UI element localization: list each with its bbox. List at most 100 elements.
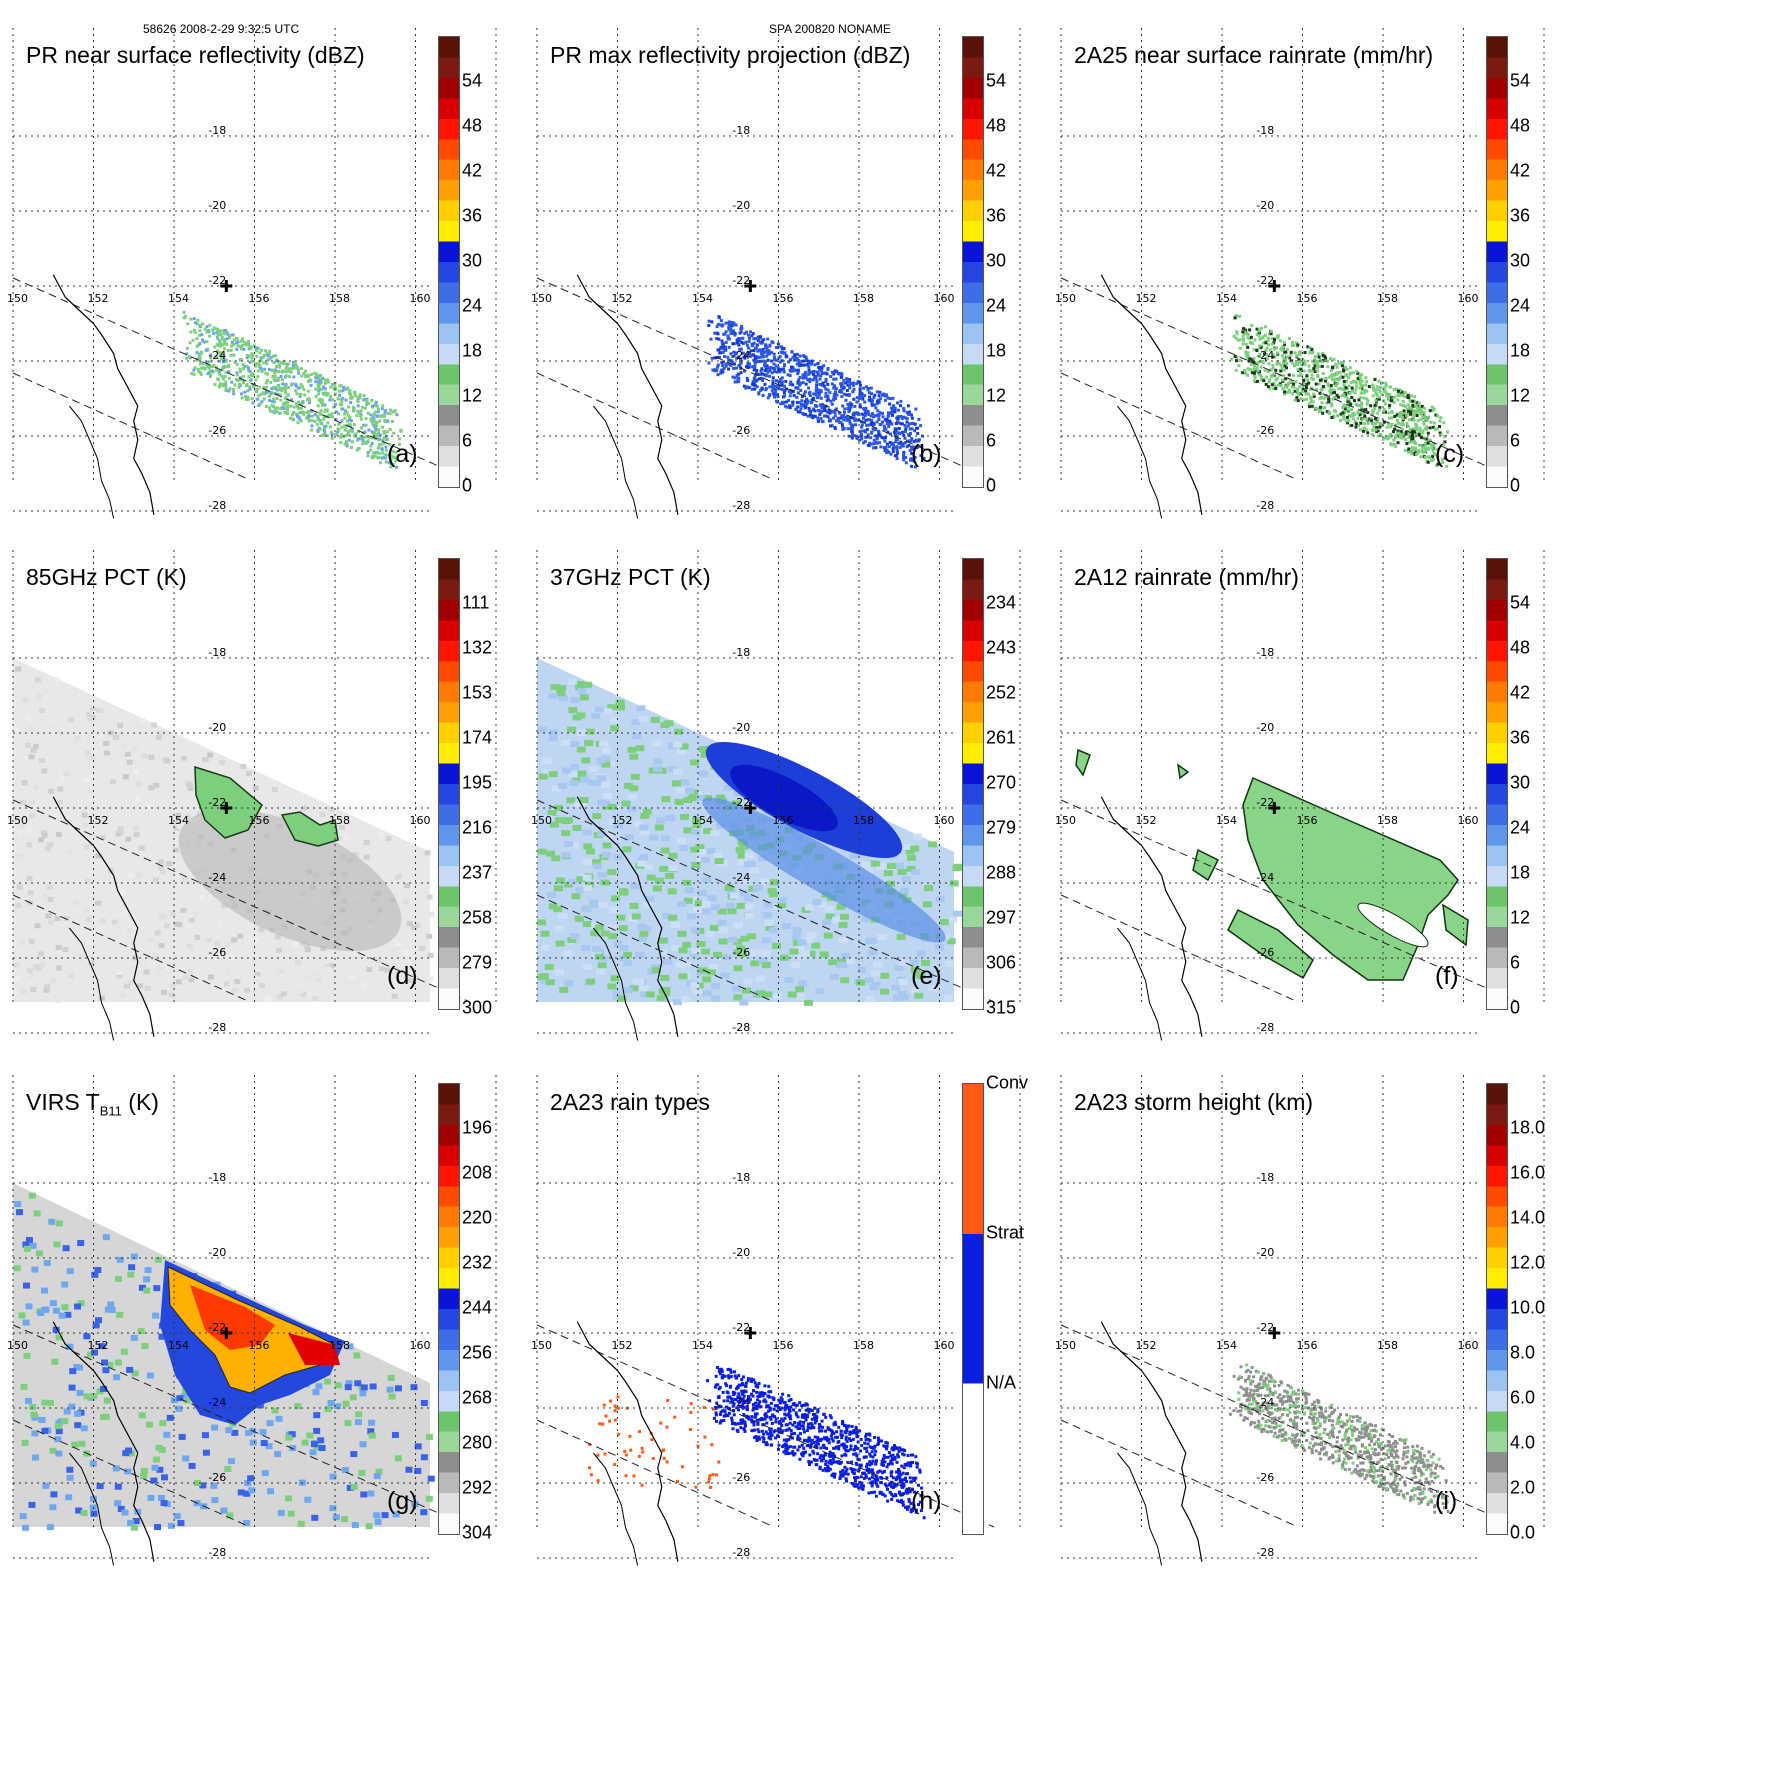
pr-pixel bbox=[860, 435, 864, 439]
cell bbox=[130, 1524, 138, 1531]
pr-pixel bbox=[1285, 355, 1289, 359]
pr-pixel bbox=[1293, 389, 1297, 393]
cell bbox=[582, 963, 592, 970]
lat-label: -28 bbox=[1256, 499, 1274, 512]
pr-pixel bbox=[302, 411, 306, 415]
pr-pixel bbox=[809, 401, 813, 405]
cell bbox=[422, 880, 429, 886]
pr-pixel bbox=[1346, 402, 1350, 406]
cell bbox=[99, 834, 106, 840]
pr-pixel bbox=[1382, 420, 1386, 424]
pr-pixel bbox=[373, 404, 377, 408]
cell bbox=[122, 774, 129, 780]
pr-pixel bbox=[1377, 379, 1381, 383]
pr-pixel bbox=[1438, 431, 1442, 435]
pr-pixel bbox=[909, 413, 913, 417]
cell bbox=[610, 975, 620, 982]
cell bbox=[589, 899, 599, 906]
lon-label: 154 bbox=[1216, 292, 1237, 305]
pr-pixel bbox=[262, 391, 266, 395]
colorbar-label: 18 bbox=[986, 340, 1007, 361]
pr-pixel bbox=[229, 333, 233, 337]
colorbar-label: 48 bbox=[1510, 637, 1531, 658]
cell bbox=[425, 1495, 433, 1502]
pr-pixel bbox=[198, 323, 202, 327]
cell bbox=[763, 991, 773, 998]
pr-pixel bbox=[1306, 345, 1310, 349]
pr-pixel bbox=[873, 1453, 877, 1457]
cell bbox=[897, 868, 907, 875]
panel-g: 150 152 154 156 158 160 -18 -20 -22 -24 -26 -28 VIRS… bbox=[0, 1075, 585, 1655]
cell bbox=[167, 1522, 175, 1529]
pr-pixel bbox=[819, 390, 823, 394]
pr-pixel bbox=[847, 393, 851, 397]
pr-pixel bbox=[848, 383, 852, 387]
pr-pixel bbox=[1411, 403, 1415, 407]
pr-pixel bbox=[752, 383, 756, 387]
pr-pixel bbox=[716, 365, 720, 369]
pr-pixel bbox=[321, 377, 325, 381]
cell bbox=[627, 794, 637, 801]
pr-pixel bbox=[828, 411, 832, 415]
pr-pixel bbox=[1319, 405, 1323, 409]
pr-pixel bbox=[726, 337, 730, 341]
pr-pixel bbox=[1373, 377, 1377, 381]
pr-pixel bbox=[1417, 449, 1421, 453]
pr-pixel bbox=[198, 362, 202, 366]
pr-pixel bbox=[1305, 382, 1309, 386]
pr-pixel bbox=[1298, 360, 1302, 364]
pr-pixel bbox=[765, 354, 769, 358]
pr-pixel bbox=[1406, 393, 1410, 397]
pr-pixel bbox=[1293, 398, 1297, 402]
pr-pixel bbox=[1405, 412, 1409, 416]
pr-pixel bbox=[715, 336, 719, 340]
pr-pixel bbox=[717, 337, 721, 341]
pr-pixel bbox=[788, 406, 792, 410]
cell bbox=[48, 830, 55, 836]
swath-edge-upper bbox=[536, 799, 995, 1003]
pr-pixel bbox=[815, 385, 819, 389]
pr-pixel bbox=[1335, 371, 1339, 375]
cell bbox=[76, 1389, 84, 1396]
pr-pixel bbox=[348, 416, 352, 420]
pr-pixel bbox=[1371, 428, 1375, 432]
pr-pixel bbox=[755, 385, 759, 389]
pr-pixel bbox=[364, 417, 368, 421]
cell bbox=[166, 861, 173, 867]
cell bbox=[560, 739, 570, 746]
pr-pixel bbox=[1280, 345, 1284, 349]
cell bbox=[175, 818, 182, 824]
pr-pixel bbox=[1329, 387, 1333, 391]
pr-pixel bbox=[862, 413, 866, 417]
pr-pixel bbox=[299, 410, 303, 414]
pr-pixel bbox=[830, 382, 834, 386]
pr-pixel bbox=[1288, 356, 1292, 360]
pr-pixel bbox=[862, 441, 866, 445]
pr-pixel bbox=[208, 365, 212, 369]
cell bbox=[301, 1439, 309, 1446]
pr-pixel bbox=[866, 443, 870, 447]
cell bbox=[81, 812, 88, 818]
pr-pixel bbox=[877, 432, 881, 436]
cell bbox=[62, 1245, 70, 1252]
pr-pixel bbox=[772, 392, 776, 396]
pr-pixel bbox=[733, 380, 737, 384]
pr-pixel bbox=[196, 368, 200, 372]
pr-pixel bbox=[366, 454, 370, 458]
cell bbox=[419, 946, 426, 952]
pr-pixel bbox=[378, 437, 382, 441]
pr-pixel bbox=[1298, 385, 1302, 389]
pr-pixel bbox=[281, 378, 285, 382]
cell bbox=[692, 988, 702, 995]
pr-pixel bbox=[243, 364, 247, 368]
lat-label: -20 bbox=[732, 199, 750, 212]
pr-pixel bbox=[301, 401, 305, 405]
pr-pixel bbox=[757, 377, 761, 381]
pr-pixel bbox=[825, 372, 829, 376]
cell bbox=[50, 1491, 58, 1498]
cell bbox=[819, 951, 829, 958]
pr-pixel bbox=[834, 407, 838, 411]
cell bbox=[152, 877, 159, 883]
pr-pixel bbox=[1243, 368, 1247, 372]
pr-pixel bbox=[397, 437, 401, 441]
